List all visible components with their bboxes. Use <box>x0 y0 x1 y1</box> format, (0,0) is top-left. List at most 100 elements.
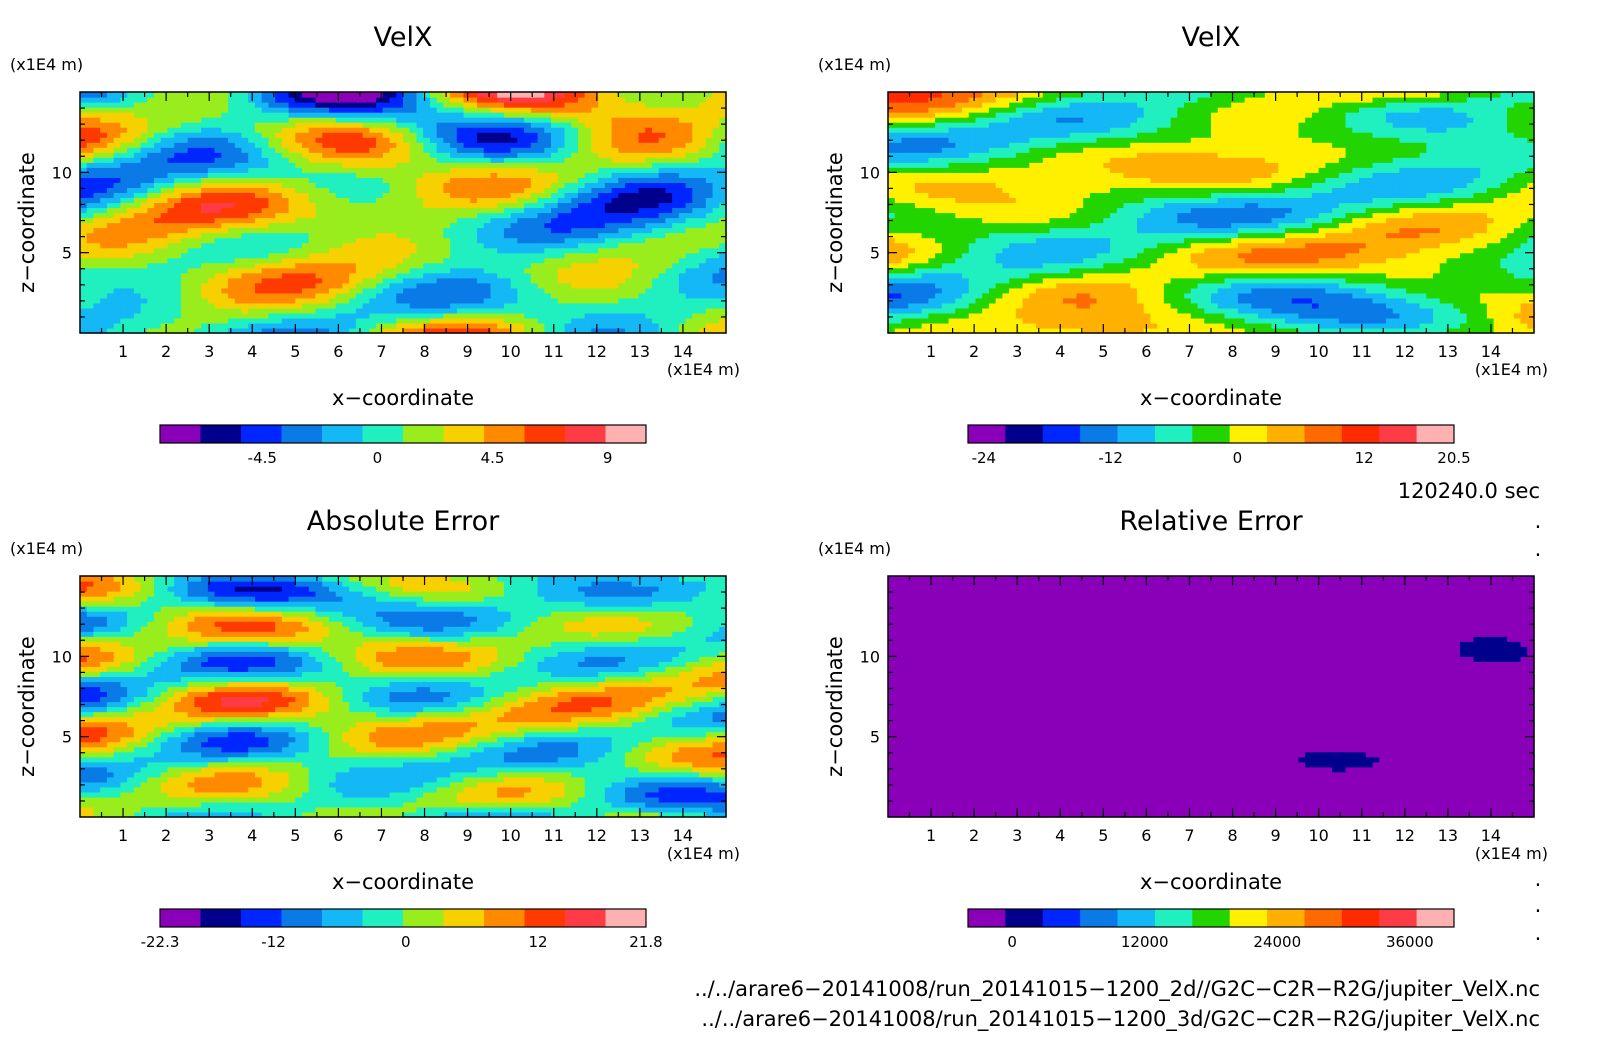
field-cell <box>577 302 586 309</box>
field-cell <box>268 142 276 148</box>
field-cell <box>228 272 236 279</box>
field-cell <box>295 152 303 158</box>
field-cell <box>241 127 249 133</box>
field-cell <box>483 122 492 128</box>
field-cell <box>584 297 593 304</box>
field-cell <box>450 217 458 224</box>
field-cell <box>127 117 135 123</box>
field-cell <box>443 252 451 259</box>
field-cell <box>699 262 707 269</box>
field-cell <box>651 282 660 289</box>
field-cell <box>557 247 566 254</box>
field-cell <box>409 162 418 168</box>
field-cell <box>362 297 370 304</box>
field-cell <box>571 247 579 254</box>
x-tick-label: 4 <box>247 342 257 361</box>
field-cell <box>497 257 505 264</box>
field-cell <box>908 122 916 128</box>
field-cell <box>712 282 720 289</box>
field-cell <box>362 257 370 264</box>
field-cell <box>106 307 115 314</box>
field-cell <box>167 227 175 234</box>
field-cell <box>705 222 714 229</box>
field-cell <box>463 242 471 249</box>
field-cell <box>503 297 512 304</box>
field-cell <box>524 317 532 324</box>
field-cell <box>180 207 189 214</box>
field-cell <box>201 237 209 244</box>
field-cell <box>557 212 566 219</box>
field-cell <box>349 287 357 294</box>
field-cell <box>483 187 492 194</box>
field-cell <box>281 162 290 168</box>
field-cell <box>908 202 916 209</box>
field-cell <box>665 102 673 108</box>
field-cell <box>625 172 633 178</box>
field-cell <box>483 232 492 239</box>
field-cell <box>577 92 586 98</box>
field-cell <box>557 267 566 274</box>
field-cell <box>625 162 633 168</box>
field-cell <box>530 312 539 319</box>
field-cell <box>174 137 182 143</box>
field-cell <box>248 287 256 294</box>
field-cell <box>477 157 485 163</box>
field-cell <box>214 297 222 304</box>
field-cell <box>389 212 397 219</box>
field-cell <box>517 197 525 204</box>
field-cell <box>551 167 559 173</box>
field-cell <box>456 222 465 229</box>
field-cell <box>127 112 135 118</box>
field-cell <box>665 297 673 304</box>
field-cell <box>699 122 707 128</box>
field-cell <box>113 247 121 254</box>
field-cell <box>180 147 189 153</box>
field-cell <box>914 192 923 199</box>
field-cell <box>120 197 128 204</box>
field-cell <box>450 157 458 163</box>
field-cell <box>322 162 330 168</box>
field-cell <box>894 282 903 289</box>
field-cell <box>120 217 128 224</box>
field-cell <box>194 302 202 309</box>
field-cell <box>598 242 606 249</box>
field-cell <box>241 297 249 304</box>
field-cell <box>234 262 243 269</box>
field-cell <box>894 217 903 224</box>
field-cell <box>234 112 243 118</box>
field-cell <box>436 232 444 239</box>
field-cell <box>281 192 290 199</box>
x-tick-label: 9 <box>463 342 473 361</box>
field-cell <box>584 312 593 319</box>
field-cell <box>295 112 303 118</box>
field-cell <box>510 317 518 324</box>
field-cell <box>214 117 222 123</box>
field-cell <box>888 187 896 194</box>
field-cell <box>537 152 545 158</box>
field-cell <box>167 117 175 123</box>
colorbar-tick-label: -4.5 <box>248 449 277 467</box>
field-cell <box>544 107 552 113</box>
field-cell <box>638 97 646 103</box>
field-cell <box>611 212 619 219</box>
field-cell <box>658 232 667 239</box>
field-cell <box>685 157 693 163</box>
field-cell <box>268 112 276 118</box>
field-cell <box>551 322 559 329</box>
field-cell <box>403 242 411 249</box>
field-cell <box>665 107 673 113</box>
field-cell <box>248 162 256 168</box>
field-cell <box>598 237 606 244</box>
field-cell <box>382 102 391 108</box>
field-cell <box>463 157 471 163</box>
field-cell <box>187 182 195 188</box>
field-cell <box>86 222 95 229</box>
field-cell <box>187 127 195 133</box>
field-cell <box>564 252 572 259</box>
field-cell <box>908 297 916 304</box>
field-cell <box>201 97 209 103</box>
field-cell <box>908 187 916 194</box>
field-cell <box>275 207 283 214</box>
field-cell <box>564 322 572 329</box>
field-cell <box>201 167 209 173</box>
